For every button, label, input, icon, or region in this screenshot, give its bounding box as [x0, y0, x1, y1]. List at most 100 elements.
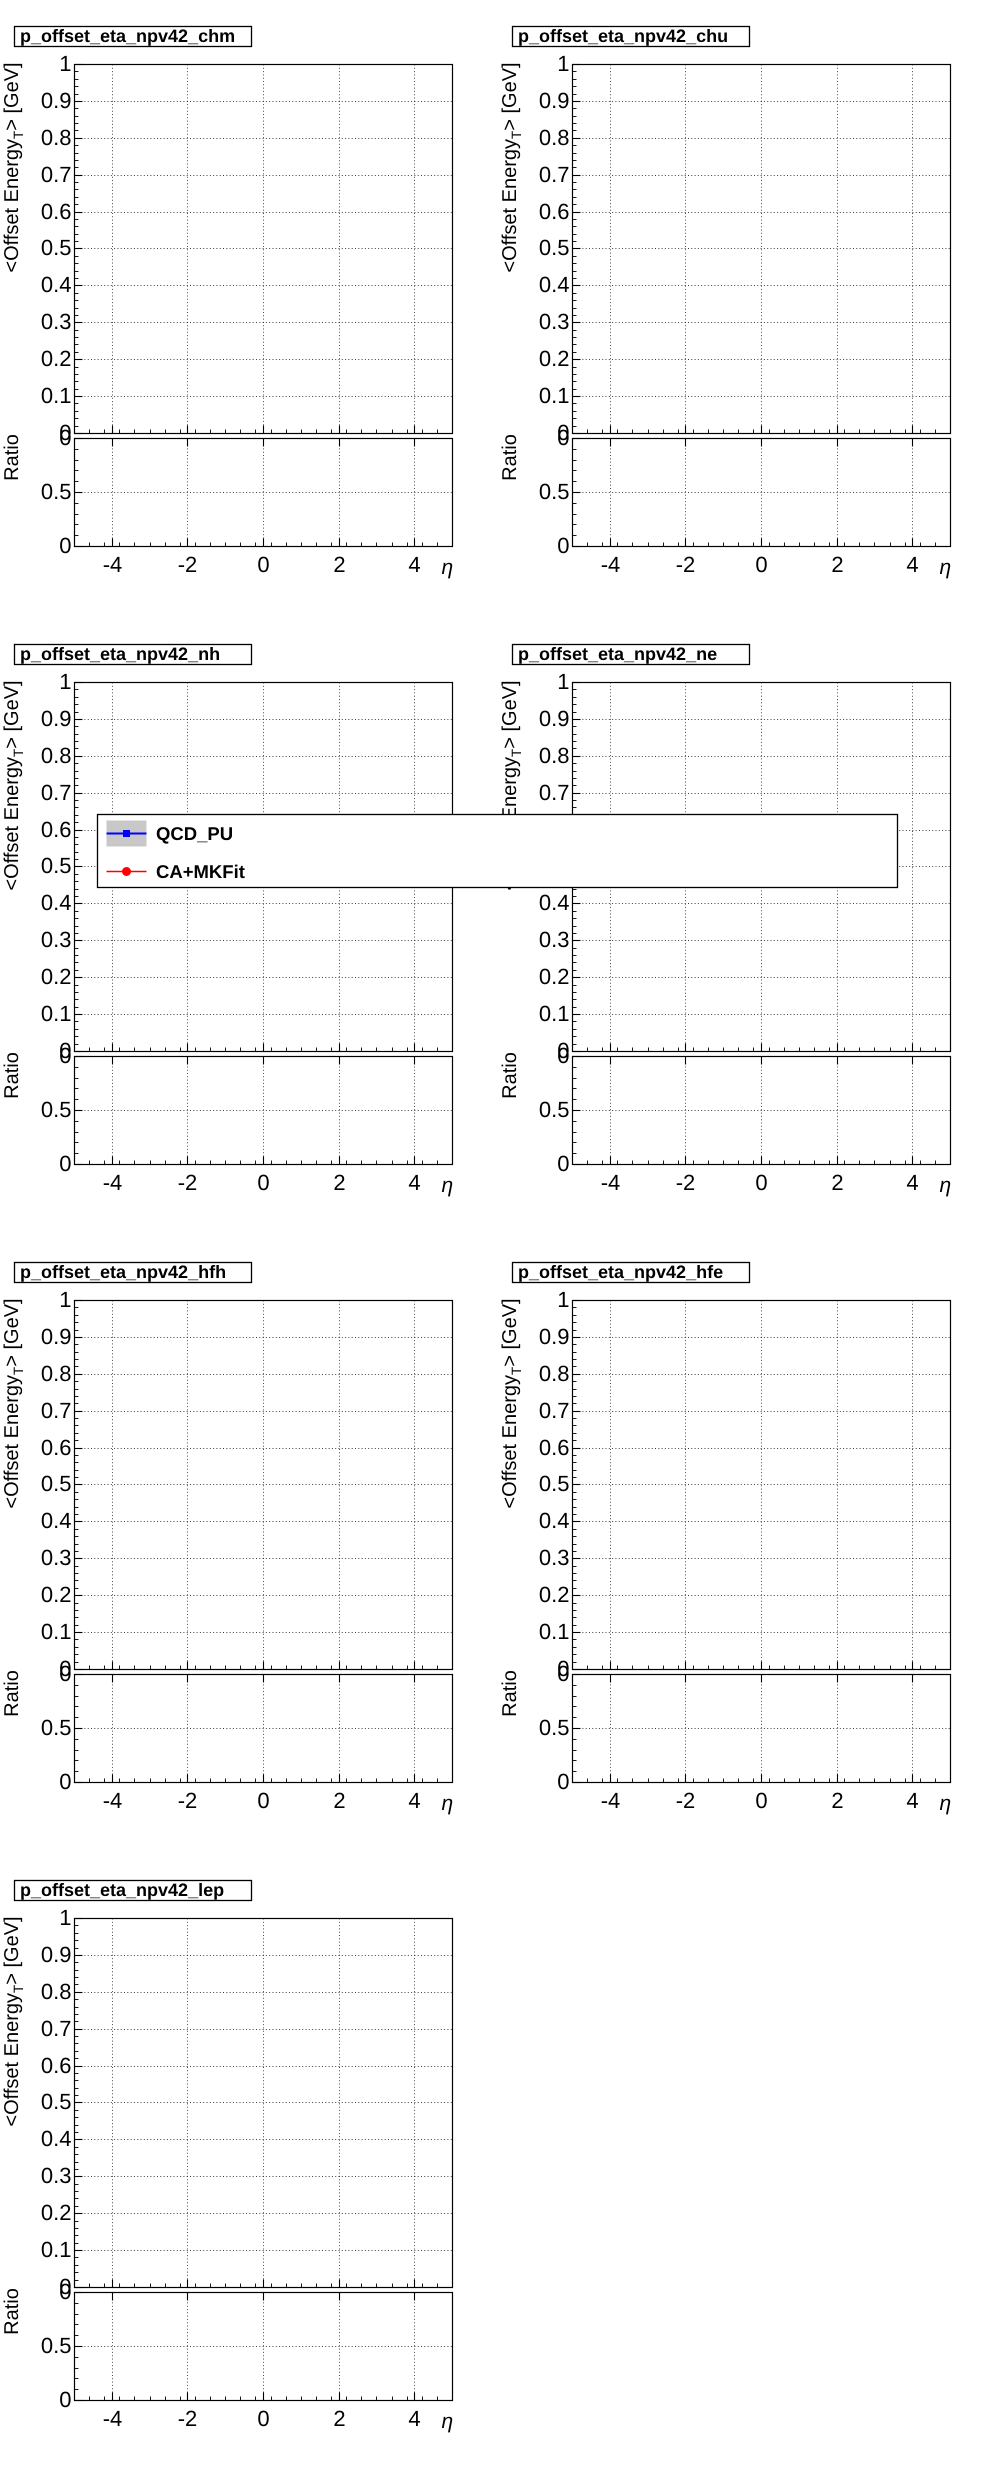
svg-text:0.2: 0.2	[41, 2200, 72, 2225]
svg-text:0.5: 0.5	[539, 1715, 570, 1740]
svg-text:-4: -4	[103, 1170, 123, 1195]
svg-text:4: 4	[906, 1170, 918, 1195]
svg-text:Ratio: Ratio	[499, 434, 521, 481]
svg-text:0: 0	[59, 1151, 71, 1176]
svg-text:0.7: 0.7	[41, 780, 72, 805]
svg-text:η: η	[442, 1792, 454, 1815]
svg-text:<Offset EnergyT> [GeV]: <Offset EnergyT> [GeV]	[499, 680, 524, 890]
svg-text:0.1: 0.1	[41, 1001, 72, 1026]
svg-text:2: 2	[333, 1170, 345, 1195]
svg-text:-4: -4	[103, 1788, 123, 1813]
svg-text:-2: -2	[178, 1170, 198, 1195]
svg-text:0.4: 0.4	[539, 1508, 570, 1533]
svg-text:<Offset EnergyT> [GeV]: <Offset EnergyT> [GeV]	[499, 62, 524, 272]
svg-text:0.7: 0.7	[41, 162, 72, 187]
svg-text:-4: -4	[103, 552, 123, 577]
svg-text:2: 2	[333, 1788, 345, 1813]
svg-text:0: 0	[59, 425, 71, 450]
svg-text:0.3: 0.3	[41, 927, 72, 952]
svg-text:4: 4	[408, 1170, 420, 1195]
svg-text:0.6: 0.6	[539, 199, 570, 224]
svg-text:0: 0	[257, 1170, 269, 1195]
svg-text:0.7: 0.7	[539, 1398, 570, 1423]
svg-text:p_offset_eta_npv42_chm: p_offset_eta_npv42_chm	[20, 26, 235, 46]
svg-text:0.9: 0.9	[41, 88, 72, 113]
svg-text:0.4: 0.4	[539, 272, 570, 297]
svg-text:0.8: 0.8	[41, 1979, 72, 2004]
svg-text:0.5: 0.5	[41, 2089, 72, 2114]
svg-text:0.5: 0.5	[539, 235, 570, 260]
svg-text:0.6: 0.6	[41, 817, 72, 842]
svg-text:Ratio: Ratio	[1, 1670, 23, 1717]
svg-text:0.8: 0.8	[41, 1361, 72, 1386]
svg-text:<Offset EnergyT> [GeV]: <Offset EnergyT> [GeV]	[499, 1298, 524, 1508]
svg-text:0.2: 0.2	[41, 964, 72, 989]
svg-text:0: 0	[557, 1043, 569, 1068]
svg-text:0: 0	[557, 1769, 569, 1794]
svg-text:1: 1	[557, 51, 569, 76]
svg-text:0.6: 0.6	[41, 1435, 72, 1460]
svg-text:η: η	[940, 1792, 952, 1815]
svg-text:4: 4	[408, 2406, 420, 2431]
svg-text:0.5: 0.5	[41, 853, 72, 878]
svg-text:0.3: 0.3	[41, 2163, 72, 2188]
svg-text:1: 1	[59, 669, 71, 694]
svg-text:2: 2	[831, 1788, 843, 1813]
svg-text:-4: -4	[601, 552, 621, 577]
svg-text:0.4: 0.4	[41, 890, 72, 915]
svg-text:0: 0	[59, 1661, 71, 1686]
svg-text:1: 1	[59, 1287, 71, 1312]
svg-text:0: 0	[755, 552, 767, 577]
svg-text:-2: -2	[676, 1788, 696, 1813]
svg-text:0.6: 0.6	[41, 199, 72, 224]
svg-text:0: 0	[755, 1170, 767, 1195]
svg-text:p_offset_eta_npv42_hfh: p_offset_eta_npv42_hfh	[20, 1262, 226, 1282]
svg-text:0.5: 0.5	[41, 1471, 72, 1496]
svg-text:-2: -2	[178, 2406, 198, 2431]
svg-text:0.6: 0.6	[539, 817, 570, 842]
svg-text:η: η	[442, 2410, 454, 2433]
svg-text:0.9: 0.9	[539, 1324, 570, 1349]
svg-text:0.3: 0.3	[41, 1545, 72, 1570]
svg-text:-4: -4	[103, 2406, 123, 2431]
svg-text:4: 4	[408, 552, 420, 577]
svg-text:0.1: 0.1	[539, 1619, 570, 1644]
svg-text:p_offset_eta_npv42_lep: p_offset_eta_npv42_lep	[20, 1880, 224, 1900]
svg-text:0.8: 0.8	[539, 743, 570, 768]
svg-text:0.7: 0.7	[41, 2016, 72, 2041]
svg-text:-2: -2	[676, 552, 696, 577]
svg-text:0.9: 0.9	[539, 88, 570, 113]
svg-text:0.2: 0.2	[41, 346, 72, 371]
svg-text:0.3: 0.3	[539, 927, 570, 952]
svg-text:0.5: 0.5	[41, 1097, 72, 1122]
svg-text:0.1: 0.1	[539, 383, 570, 408]
svg-text:-4: -4	[601, 1170, 621, 1195]
svg-text:Ratio: Ratio	[1, 2288, 23, 2335]
svg-text:Ratio: Ratio	[1, 1052, 23, 1099]
svg-text:0: 0	[59, 1769, 71, 1794]
svg-text:0.3: 0.3	[539, 1545, 570, 1570]
svg-text:1: 1	[557, 669, 569, 694]
svg-text:0: 0	[257, 552, 269, 577]
svg-text:0.4: 0.4	[41, 272, 72, 297]
svg-text:0.5: 0.5	[539, 479, 570, 504]
svg-text:4: 4	[906, 1788, 918, 1813]
svg-text:0: 0	[557, 425, 569, 450]
svg-text:1: 1	[59, 1905, 71, 1930]
svg-text:0: 0	[59, 2387, 71, 2412]
svg-text:1: 1	[59, 51, 71, 76]
svg-text:0.9: 0.9	[41, 1942, 72, 1967]
svg-text:0.5: 0.5	[41, 235, 72, 260]
svg-text:0.8: 0.8	[539, 125, 570, 150]
svg-text:<Offset EnergyT> [GeV]: <Offset EnergyT> [GeV]	[1, 62, 26, 272]
svg-text:0.8: 0.8	[41, 743, 72, 768]
svg-text:<Offset EnergyT> [GeV]: <Offset EnergyT> [GeV]	[1, 1298, 26, 1508]
svg-text:0.3: 0.3	[539, 309, 570, 334]
svg-text:2: 2	[333, 2406, 345, 2431]
svg-text:1: 1	[557, 1287, 569, 1312]
svg-text:0.5: 0.5	[41, 479, 72, 504]
svg-text:0.1: 0.1	[41, 2237, 72, 2262]
svg-text:p_offset_eta_npv42_ne: p_offset_eta_npv42_ne	[518, 644, 717, 664]
svg-text:0: 0	[557, 533, 569, 558]
svg-text:0.4: 0.4	[41, 1508, 72, 1533]
